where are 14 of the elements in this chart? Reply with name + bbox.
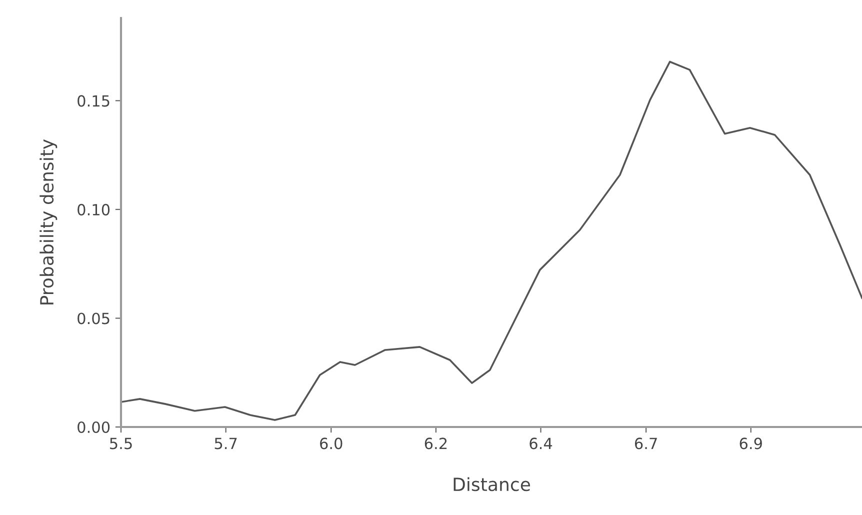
x-tick-label: 5.7: [214, 438, 237, 450]
x-axis-title: Distance: [454, 477, 530, 492]
y-tick-label: 0.05: [78, 312, 110, 324]
y-axis-title: Probability density: [40, 139, 58, 304]
x-tick-label: 5.5: [110, 438, 132, 450]
x-tick-label: 6.0: [320, 438, 342, 450]
x-tick-label: 6.7: [634, 438, 657, 450]
y-tick-label: 0.10: [78, 204, 110, 216]
x-tick-label: 6.9: [740, 438, 762, 450]
x-tick-label: 6.4: [530, 438, 552, 450]
x-tick-label: 6.2: [424, 438, 447, 450]
line-series: [121, 60, 862, 421]
y-tick-label: 0.00: [78, 421, 110, 434]
y-tick-label: 0.15: [78, 95, 110, 107]
